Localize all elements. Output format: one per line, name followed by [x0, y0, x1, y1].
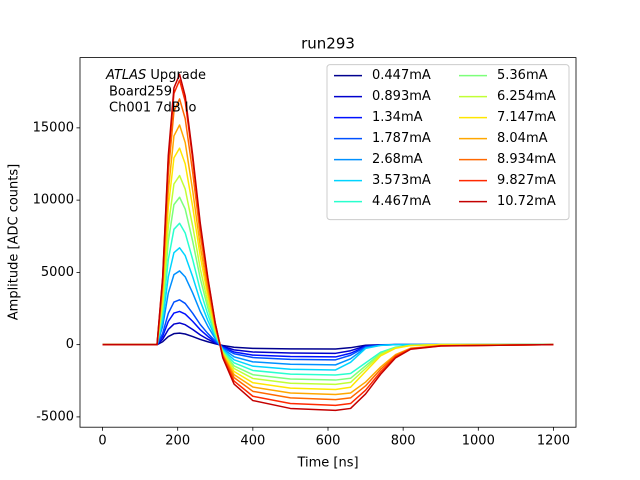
legend-label: 8.934mA — [497, 152, 556, 167]
legend-label: 1.34mA — [372, 110, 423, 125]
annotation-experiment: ATLAS — [105, 68, 146, 83]
legend-label: 0.447mA — [372, 68, 431, 83]
y-tick-label: 0 — [66, 337, 74, 352]
legend-label: 9.827mA — [497, 173, 556, 188]
y-tick-label: -5000 — [36, 409, 74, 424]
x-axis-label: Time [ns] — [296, 456, 358, 471]
annotation-line: Board259 — [109, 85, 172, 100]
x-tick-label: 1000 — [462, 434, 495, 449]
legend-label: 3.573mA — [372, 173, 431, 188]
y-tick-label: 10000 — [33, 193, 74, 208]
x-tick-label: 400 — [240, 434, 265, 449]
legend-label: 7.147mA — [497, 110, 556, 125]
chart-title: run293 — [301, 35, 355, 53]
legend-label: 1.787mA — [372, 131, 431, 146]
x-tick-label: 800 — [391, 434, 416, 449]
y-tick-label: 15000 — [33, 120, 74, 135]
x-tick-label: 600 — [316, 434, 341, 449]
series-line — [102, 73, 554, 412]
x-tick-label: 1200 — [537, 434, 570, 449]
annotation-line: Ch001 7dB lo — [109, 101, 196, 116]
x-tick-label: 200 — [165, 434, 190, 449]
legend-box — [326, 64, 570, 221]
plot-frame — [79, 57, 577, 428]
legend-label: 0.893mA — [372, 89, 431, 104]
legend-label: 5.36mA — [497, 68, 548, 83]
legend-label: 8.04mA — [497, 131, 548, 146]
annotation: ATLAS Upgrade — [105, 68, 206, 83]
x-tick-label: 0 — [98, 434, 106, 449]
y-tick-label: 5000 — [41, 265, 74, 280]
legend-label: 2.68mA — [372, 152, 423, 167]
annotation-label: Upgrade — [150, 68, 206, 83]
legend-label: 10.72mA — [497, 194, 556, 209]
y-axis-label: Amplitude [ADC counts] — [7, 164, 22, 320]
legend-label: 4.467mA — [372, 194, 431, 209]
legend-label: 6.254mA — [497, 89, 556, 104]
